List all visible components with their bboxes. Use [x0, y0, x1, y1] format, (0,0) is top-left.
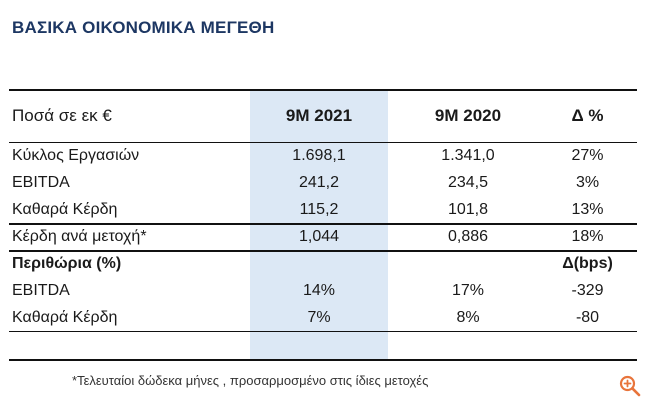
section-rule [9, 223, 637, 225]
zoom-in-icon[interactable] [618, 374, 642, 398]
value-9m-2020: 1.341,0 [441, 146, 495, 164]
table-row: Κύκλος Εργασιών 1.698,1 1.341,0 27% [9, 142, 637, 169]
table-row: Καθαρά Κέρδη 7% 8% -80 [9, 304, 637, 331]
header-9m-2021: 9M 2021 [285, 105, 353, 125]
row-label: Καθαρά Κέρδη [12, 308, 118, 326]
row-label: EBITDA [12, 281, 70, 299]
row-rule [9, 331, 637, 332]
row-label: EBITDA [12, 173, 70, 191]
value-9m-2021: 241,2 [298, 173, 340, 191]
header-amounts-label: Ποσά σε εκ € [12, 105, 112, 125]
margins-header-row: Περιθώρια (%) Δ(bps) [9, 250, 637, 277]
value-delta: 3% [575, 173, 600, 191]
page-title: ΒΑΣΙΚΑ ΟΙΚΟΝΟΜΙΚΑ ΜΕΓΕΘΗ [12, 18, 275, 37]
row-label: Κέρδη ανά μετοχή* [12, 227, 147, 245]
value-delta: -329 [571, 281, 604, 299]
value-9m-2021: 7% [307, 308, 331, 326]
table-row: Καθαρά Κέρδη 115,2 101,8 13% [9, 196, 637, 223]
value-delta: -80 [575, 308, 600, 326]
table-header-row: Ποσά σε εκ € 9M 2021 9M 2020 Δ % [9, 89, 637, 142]
row-label: Κύκλος Εργασιών [12, 146, 140, 164]
footnote: *Τελευταίοι δώδεκα μήνες , προσαρμοσμένο… [72, 373, 429, 388]
table-top-rule [9, 89, 637, 91]
table-row: EBITDA 241,2 234,5 3% [9, 169, 637, 196]
value-9m-2020: 234,5 [447, 173, 489, 191]
margins-label: Περιθώρια (%) [12, 254, 122, 272]
financial-table: Ποσά σε εκ € 9M 2021 9M 2020 Δ % Κύκλος … [9, 89, 637, 361]
value-delta: 27% [571, 146, 604, 164]
highlight-column-9m-2021 [250, 89, 388, 361]
header-9m-2020: 9M 2020 [434, 105, 502, 125]
section-rule [9, 250, 637, 252]
value-9m-2021: 115,2 [299, 200, 339, 218]
value-9m-2021: 1,044 [298, 227, 340, 245]
table-row: EBITDA 14% 17% -329 [9, 277, 637, 304]
margins-delta-bps-label: Δ(bps) [562, 254, 613, 272]
value-9m-2020: 0,886 [447, 227, 489, 245]
value-9m-2021: 14% [302, 281, 336, 299]
table-row: Κέρδη ανά μετοχή* 1,044 0,886 18% [9, 223, 637, 250]
value-9m-2020: 17% [451, 281, 485, 299]
row-label: Καθαρά Κέρδη [12, 200, 118, 218]
value-9m-2020: 8% [456, 308, 480, 326]
value-9m-2021: 1.698,1 [292, 146, 346, 164]
value-delta: 13% [571, 200, 604, 218]
header-rule [9, 142, 637, 143]
value-9m-2020: 101,8 [447, 200, 489, 218]
value-delta: 18% [571, 227, 604, 245]
header-delta-percent: Δ % [571, 105, 604, 125]
table-bottom-rule [9, 359, 637, 361]
